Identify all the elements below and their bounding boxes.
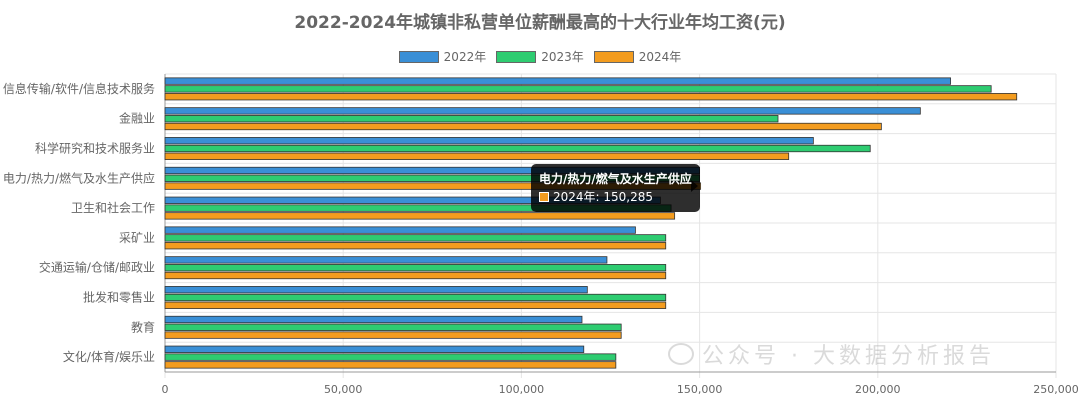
bar-1-8 [164, 323, 622, 331]
bar-1-9 [164, 353, 617, 361]
bar-2-7 [164, 301, 667, 309]
bar-1-7 [164, 293, 667, 302]
legend-item-1[interactable]: 2023年 [496, 48, 584, 65]
bar-2-8 [164, 331, 622, 339]
legend-label: 2023年 [541, 50, 584, 64]
bar-2-5 [164, 242, 667, 250]
bar-0-8 [164, 315, 583, 324]
watermark-text: 公众号 · 大数据分析报告 [702, 344, 995, 369]
bar-0-5 [164, 226, 636, 234]
legend-swatch [593, 50, 634, 63]
legend-label: 2024年 [638, 50, 682, 64]
x-tick-label: 150,000 [677, 383, 723, 396]
legend-item-0[interactable]: 2022年 [398, 48, 487, 65]
legend-label: 2022年 [443, 50, 487, 64]
bar-1-5 [164, 234, 667, 242]
watermark: 公众号 · 大数据分析报告 [668, 338, 995, 370]
bar-1-6 [164, 264, 667, 272]
bar-0-6 [164, 256, 608, 264]
bar-1-0 [164, 85, 992, 93]
category-label: 交通运输/仓储/邮政业 [39, 260, 155, 275]
bar-2-0 [164, 93, 1018, 101]
category-label: 信息传输/软件/信息技术服务 [3, 81, 155, 96]
x-tick-label: 250,000 [1033, 383, 1079, 396]
category-label: 卫生和社会工作 [71, 200, 155, 215]
bar-2-6 [164, 271, 667, 280]
bar-1-1 [164, 115, 779, 123]
bar-2-3 [164, 182, 702, 190]
bar-0-0 [164, 77, 951, 85]
category-label: 采矿业 [119, 231, 155, 245]
x-tick-label: 0 [162, 383, 169, 396]
bar-0-9 [164, 345, 585, 353]
chart-title: 2022-2024年城镇非私营单位薪酬最高的十大行业年均工资(元) [294, 13, 786, 33]
bar-0-2 [164, 137, 814, 145]
x-tick-label: 100,000 [499, 383, 545, 396]
category-label: 批发和零售业 [83, 290, 155, 305]
bar-2-9 [164, 361, 617, 369]
tooltip: 电力/热力/燃气及水生产供应 2024年: 150,285 [531, 164, 700, 212]
bar-2-4 [164, 212, 676, 220]
legend: 2022年 2023年 2024年 [0, 48, 1080, 65]
tooltip-swatch [539, 192, 549, 202]
category-label: 教育 [131, 319, 155, 334]
legend-swatch [496, 50, 537, 63]
category-label: 科学研究和技术服务业 [35, 141, 155, 156]
bar-2-2 [164, 152, 790, 160]
wechat-icon [668, 343, 694, 365]
bar-0-1 [164, 107, 921, 115]
category-label: 电力/热力/燃气及水生产供应 [3, 170, 155, 185]
tooltip-value: 2024年: 150,285 [553, 190, 654, 204]
tooltip-title: 电力/热力/燃气及水生产供应 [539, 172, 692, 186]
category-label: 金融业 [119, 111, 155, 126]
bar-1-2 [164, 144, 871, 153]
bar-2-1 [164, 122, 882, 131]
x-tick-label: 50,000 [324, 383, 363, 396]
legend-item-2[interactable]: 2024年 [593, 48, 682, 65]
legend-swatch [398, 50, 439, 63]
bar-0-7 [164, 286, 588, 294]
category-label: 文化/体育/娱乐业 [63, 349, 155, 364]
x-tick-label: 200,000 [855, 383, 901, 396]
